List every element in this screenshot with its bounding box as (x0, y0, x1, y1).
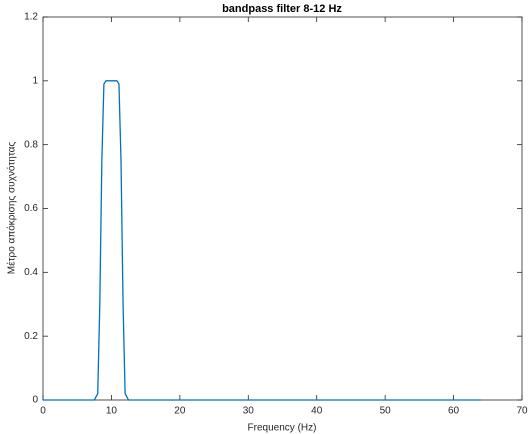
y-tick-label: 0 (32, 395, 38, 406)
x-tick-label: 10 (106, 406, 118, 417)
y-tick-label: 1 (32, 75, 38, 86)
x-tick-label: 40 (311, 406, 323, 417)
line (43, 80, 481, 401)
y-tick-label: 0.2 (24, 331, 38, 342)
x-tick-label: 60 (448, 406, 460, 417)
x-tick-label: 0 (40, 406, 46, 417)
x-tick-label: 70 (516, 406, 528, 417)
y-tick-label: 0.6 (24, 203, 38, 214)
y-tick-label: 0.8 (24, 139, 38, 150)
chart-title: bandpass filter 8-12 Hz (222, 3, 342, 15)
x-tick-label: 50 (380, 406, 392, 417)
axes-box (42, 16, 523, 401)
y-tick-label: 0.4 (24, 267, 38, 278)
x-tick-label: 20 (174, 406, 186, 417)
x-tick-label: 30 (243, 406, 255, 417)
y-tick-label: 1.2 (24, 12, 38, 23)
y-axis-label: Μέτρο απόκρισης συχνότητας (6, 142, 18, 275)
x-axis-label: Frequency (Hz) (248, 423, 317, 434)
